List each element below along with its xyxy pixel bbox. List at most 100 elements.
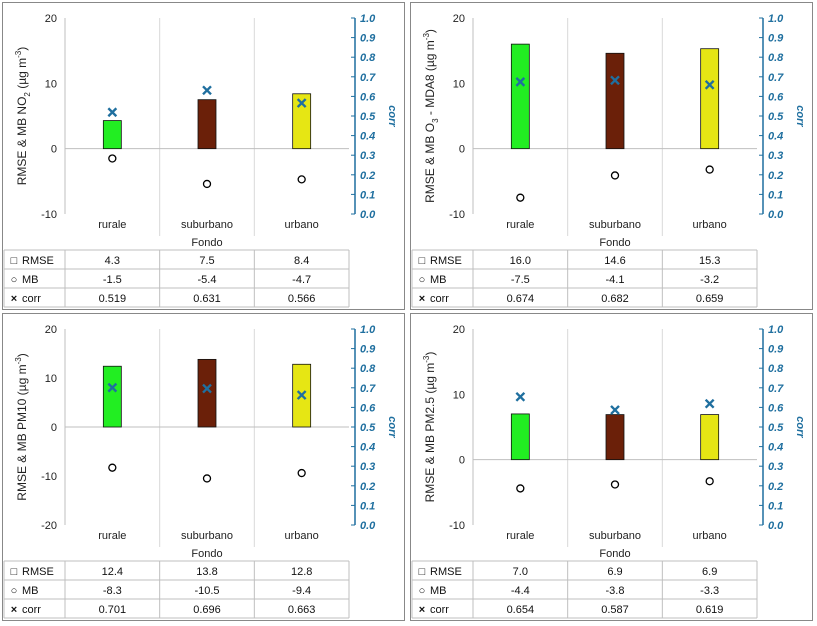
legend-marker-mb: ○ xyxy=(11,585,18,597)
legend-label: MB xyxy=(22,585,39,597)
legend-label: corr xyxy=(22,293,41,305)
table-cell: -8.3 xyxy=(103,585,122,597)
x-axis-label: Fondo xyxy=(191,548,222,560)
mb-point xyxy=(705,165,714,174)
legend-marker-mb: ○ xyxy=(11,274,18,286)
legend-label: RMSE xyxy=(430,566,462,578)
y2-tick-label: 0.4 xyxy=(768,131,783,143)
y2-tick-label: 0.3 xyxy=(768,461,783,473)
y2-tick-label: 0.5 xyxy=(360,422,376,434)
y-axis-label-part: -3 xyxy=(422,355,431,363)
mb-point xyxy=(516,193,525,202)
panel-frame xyxy=(2,313,405,621)
y2-tick-label: 0.9 xyxy=(768,33,784,45)
corr-point-stroke xyxy=(107,382,118,393)
y2-tick-label: 0.4 xyxy=(360,131,375,143)
corr-point-stroke xyxy=(610,75,620,86)
y-tick-label: 10 xyxy=(45,373,57,385)
y2-tick-label: 0.0 xyxy=(768,209,784,221)
y2-tick-label: 0.9 xyxy=(360,33,376,45)
y-tick-label: -10 xyxy=(41,209,57,221)
y2-tick-label: 0.7 xyxy=(768,72,784,84)
table-cell: -7.5 xyxy=(511,274,530,286)
corr-point xyxy=(296,390,307,400)
category-label: suburbano xyxy=(181,219,233,231)
y-tick-label: 0 xyxy=(459,455,465,467)
rmse-bar xyxy=(102,365,122,428)
y-tick-label: 0 xyxy=(459,144,465,156)
y-axis-label-part: -3 xyxy=(422,33,431,41)
rmse-bar xyxy=(700,414,720,461)
rmse-bar xyxy=(102,120,122,150)
corr-point-stroke xyxy=(704,79,715,90)
rmse-bar xyxy=(510,413,530,461)
legend-label: corr xyxy=(430,293,449,305)
category-label: suburbano xyxy=(589,530,641,542)
y2-tick-label: 1.0 xyxy=(360,13,376,25)
table-cell: 12.4 xyxy=(102,566,123,578)
y-axis-label-part: ) xyxy=(15,47,29,51)
category-label: rurale xyxy=(506,219,534,231)
legend-label: MB xyxy=(430,274,447,286)
legend-marker-corr: × xyxy=(11,293,17,305)
corr-point-stroke xyxy=(515,77,526,87)
table-cell: -4.4 xyxy=(511,585,530,597)
y2-tick-label: 0.3 xyxy=(360,461,375,473)
mb-point xyxy=(610,480,620,489)
panel-frame xyxy=(410,313,813,621)
y2-tick-label: 1.0 xyxy=(768,324,784,336)
y-axis-label-part: RMSE & MB O xyxy=(423,123,437,203)
chart-svg: 20 10 0 -10 -20 1.0 0.9 0.8 0.7 0.6 0.5 0.4 0.3 0.2 0.… xyxy=(2,313,405,621)
y2-tick-label: 0.3 xyxy=(360,150,375,162)
y2-tick-label: 0.2 xyxy=(768,481,783,493)
corr-point xyxy=(610,75,620,86)
legend-marker-mb: ○ xyxy=(419,585,426,597)
y-axis-label-part: RMSE & MB PM2.5 (µg m xyxy=(423,363,437,503)
y2-axis-label: corr xyxy=(794,416,806,438)
rmse-bar xyxy=(197,99,217,150)
table-cell: 13.8 xyxy=(196,566,217,578)
category-label: suburbano xyxy=(589,219,641,231)
y-tick-label: -20 xyxy=(41,520,57,532)
y-axis-label-part: ) xyxy=(15,353,29,357)
legend-marker-mb: ○ xyxy=(419,274,426,286)
y2-tick-label: 0.0 xyxy=(360,520,376,532)
rmse-bar xyxy=(197,358,217,428)
y2-tick-label: 0.5 xyxy=(768,422,784,434)
y2-tick-label: 0.7 xyxy=(768,383,784,395)
table-cell: 12.8 xyxy=(291,566,312,578)
y-axis-label-part: (µg m xyxy=(15,58,29,92)
mb-point xyxy=(108,463,117,472)
y-tick-label: 20 xyxy=(453,13,465,25)
y-axis-label-part: - MDA8 (µg m xyxy=(423,40,437,118)
y2-tick-label: 0.0 xyxy=(768,520,784,532)
y2-tick-label: 0.5 xyxy=(768,111,784,123)
y-axis-label-part: -3 xyxy=(14,357,23,365)
y2-tick-label: 0.1 xyxy=(360,500,375,512)
corr-point-stroke xyxy=(296,98,307,108)
y2-tick-label: 0.0 xyxy=(360,209,376,221)
corr-point xyxy=(610,405,620,415)
y2-tick-label: 0.6 xyxy=(768,91,784,103)
category-label: suburbano xyxy=(181,530,233,542)
chart-svg: 20 10 0 -10 1.0 0.9 0.8 0.7 0.6 0.5 0.4 0.3 0.2 0.1 0.… xyxy=(410,313,813,621)
y-tick-label: 10 xyxy=(453,389,465,401)
y-axis-label-part: RMSE & MB NO xyxy=(15,97,29,186)
table-cell: -3.8 xyxy=(606,585,625,597)
y-tick-label: -10 xyxy=(449,520,465,532)
chart-panel-o3: 20 10 0 -10 1.0 0.9 0.8 0.7 0.6 0.5 0.4 0.3 0.2 0.1 0.… xyxy=(410,2,813,310)
x-axis-label: Fondo xyxy=(599,548,630,560)
corr-point xyxy=(107,382,118,393)
table-cell: 0.519 xyxy=(99,293,127,305)
corr-point-stroke xyxy=(202,383,212,394)
y-tick-label: -10 xyxy=(41,471,57,483)
category-label: rurale xyxy=(98,530,126,542)
y2-tick-label: 0.8 xyxy=(360,363,376,375)
table-cell: 0.619 xyxy=(696,604,724,616)
table-cell: 0.696 xyxy=(193,604,221,616)
mb-point xyxy=(516,484,525,493)
table-cell: -3.2 xyxy=(700,274,719,286)
y-axis-label: RMSE & MB O3 - MDA8 (µg m-3) xyxy=(422,29,440,203)
y2-tick-label: 0.7 xyxy=(360,72,376,84)
y2-tick-label: 0.8 xyxy=(768,52,784,64)
